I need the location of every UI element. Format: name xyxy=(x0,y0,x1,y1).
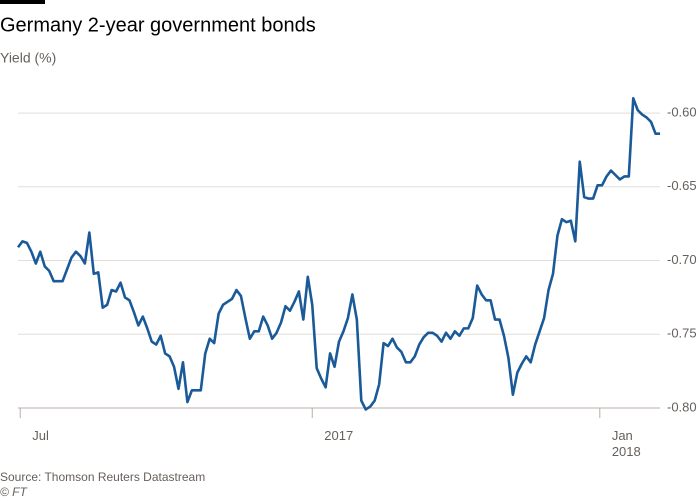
subtitle: Yield (%) xyxy=(0,50,56,66)
y-tick-label: -0.60 xyxy=(667,105,697,120)
x-tick-label: Jan 2018 xyxy=(611,428,641,459)
y-tick-label: -0.65 xyxy=(667,178,697,193)
credit: © FT xyxy=(0,485,29,499)
y-tick-label: -0.70 xyxy=(667,252,697,267)
source: Source: Thomson Reuters Datastream xyxy=(0,470,205,484)
y-tick-label: -0.75 xyxy=(667,326,697,341)
line xyxy=(16,97,660,411)
chart-title: Germany 2-year government bonds xyxy=(0,14,316,36)
y-tick-label: -0.80 xyxy=(667,399,697,414)
brand-bar xyxy=(0,0,45,4)
x-tick-label: Jul xyxy=(32,428,49,443)
x-tick-label: 2017 xyxy=(324,428,354,443)
